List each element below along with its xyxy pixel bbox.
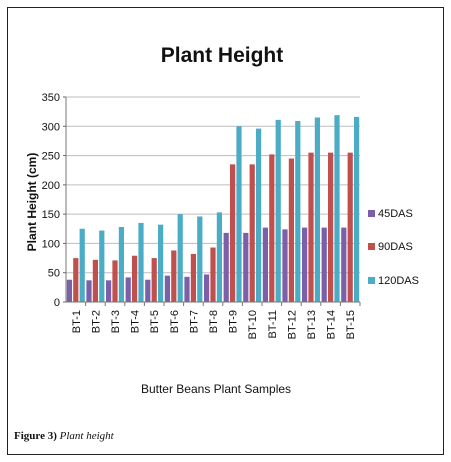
bars xyxy=(66,115,360,303)
bar-45DAS-BT-9 xyxy=(223,232,229,302)
bar-120DAS-BT-5 xyxy=(158,224,164,302)
bar-120DAS-BT-2 xyxy=(99,230,105,302)
bar-45DAS-BT-5 xyxy=(145,279,151,302)
bar-120DAS-BT-8 xyxy=(216,212,222,302)
y-tick-label: 50 xyxy=(48,268,60,280)
bar-45DAS-BT-2 xyxy=(86,280,92,302)
bar-90DAS-BT-3 xyxy=(112,260,118,302)
x-tick-label: BT-9 xyxy=(228,310,240,333)
bar-90DAS-BT-6 xyxy=(171,250,177,302)
x-axis-label: Butter Beans Plant Samples xyxy=(141,382,291,396)
x-tick-label: BT-7 xyxy=(188,310,200,333)
chart-title: Plant Height xyxy=(161,44,284,67)
bar-90DAS-BT-1 xyxy=(73,258,79,302)
legend-label-45DAS: 45DAS xyxy=(378,208,413,220)
x-tick-label: BT-5 xyxy=(149,310,161,333)
caption-label: Figure 3) xyxy=(14,430,57,442)
bar-90DAS-BT-7 xyxy=(190,253,196,302)
bar-120DAS-BT-4 xyxy=(138,222,144,302)
x-tick-label: BT-12 xyxy=(286,310,298,339)
bar-120DAS-BT-3 xyxy=(118,227,124,302)
bar-45DAS-BT-7 xyxy=(184,276,190,302)
x-axis-ticks: BT-1 BT-2 BT-3 BT-4 BT-5 BT-6 BT-7 BT-8 BT-9 BT-1… xyxy=(71,302,361,339)
bar-120DAS-BT-11 xyxy=(275,119,281,302)
y-tick-label: 200 xyxy=(42,180,60,192)
bar-45DAS-BT-13 xyxy=(302,227,308,302)
y-tick-label: 100 xyxy=(42,238,60,250)
x-tick-label: BT-13 xyxy=(306,310,318,339)
x-tick-label: BT-6 xyxy=(169,310,181,333)
legend-label-120DAS: 120DAS xyxy=(378,275,419,287)
bar-90DAS-BT-14 xyxy=(328,152,334,302)
x-tick-label: BT-15 xyxy=(345,310,357,339)
x-tick-label: BT-1 xyxy=(71,310,83,333)
legend-swatch-120DAS xyxy=(368,277,375,284)
y-tick-label: 300 xyxy=(42,121,60,133)
x-tick-label: BT-11 xyxy=(267,310,279,339)
x-tick-label: BT-3 xyxy=(110,310,122,333)
bar-90DAS-BT-9 xyxy=(230,164,236,302)
x-tick-label: BT-14 xyxy=(326,310,338,339)
x-tick-label: BT-8 xyxy=(208,310,220,333)
bar-90DAS-BT-8 xyxy=(210,247,216,302)
bar-90DAS-BT-10 xyxy=(249,164,255,302)
legend-label-90DAS: 90DAS xyxy=(378,241,413,253)
bar-90DAS-BT-13 xyxy=(308,152,314,302)
bar-45DAS-BT-3 xyxy=(106,280,112,302)
y-tick-label: 0 xyxy=(54,297,60,309)
bar-45DAS-BT-12 xyxy=(282,229,288,302)
bar-120DAS-BT-9 xyxy=(236,126,242,303)
bar-120DAS-BT-15 xyxy=(354,116,360,303)
figure-caption: Figure 3) Plant height xyxy=(14,430,114,442)
legend-swatch-45DAS xyxy=(368,210,375,217)
caption-text: Plant height xyxy=(59,430,114,442)
bar-120DAS-BT-7 xyxy=(197,216,203,302)
bar-90DAS-BT-15 xyxy=(347,152,353,302)
y-tick-label: 350 xyxy=(42,92,60,104)
bar-90DAS-BT-2 xyxy=(92,259,98,302)
bar-45DAS-BT-14 xyxy=(321,227,327,302)
bar-120DAS-BT-6 xyxy=(177,214,183,302)
bar-45DAS-BT-6 xyxy=(164,275,170,302)
x-tick-label: BT-10 xyxy=(247,310,259,339)
axes xyxy=(65,97,360,303)
bar-90DAS-BT-12 xyxy=(288,158,294,302)
legend: 45DAS 90DAS 120DAS xyxy=(368,208,419,287)
bar-120DAS-BT-10 xyxy=(256,128,262,302)
legend-swatch-90DAS xyxy=(368,243,375,250)
bar-45DAS-BT-4 xyxy=(125,277,131,302)
bar-45DAS-BT-11 xyxy=(262,227,268,302)
bar-90DAS-BT-11 xyxy=(269,154,275,302)
x-tick-label: BT-4 xyxy=(130,310,142,333)
bar-45DAS-BT-1 xyxy=(66,279,72,302)
bar-90DAS-BT-5 xyxy=(151,258,157,302)
y-axis-ticks: 0 50 100 150 200 250 300 350 xyxy=(42,92,66,309)
y-tick-label: 150 xyxy=(42,209,60,221)
y-axis-label: Plant Height (cm) xyxy=(25,153,39,252)
bar-120DAS-BT-1 xyxy=(79,228,85,302)
bar-45DAS-BT-8 xyxy=(204,274,210,302)
bar-90DAS-BT-4 xyxy=(132,255,138,302)
x-tick-label: BT-2 xyxy=(90,310,102,333)
bar-45DAS-BT-15 xyxy=(341,227,347,302)
bar-45DAS-BT-10 xyxy=(243,232,249,302)
bar-120DAS-BT-12 xyxy=(295,121,301,302)
bar-120DAS-BT-14 xyxy=(334,115,340,303)
bar-120DAS-BT-13 xyxy=(314,117,320,302)
y-tick-label: 250 xyxy=(42,151,60,163)
